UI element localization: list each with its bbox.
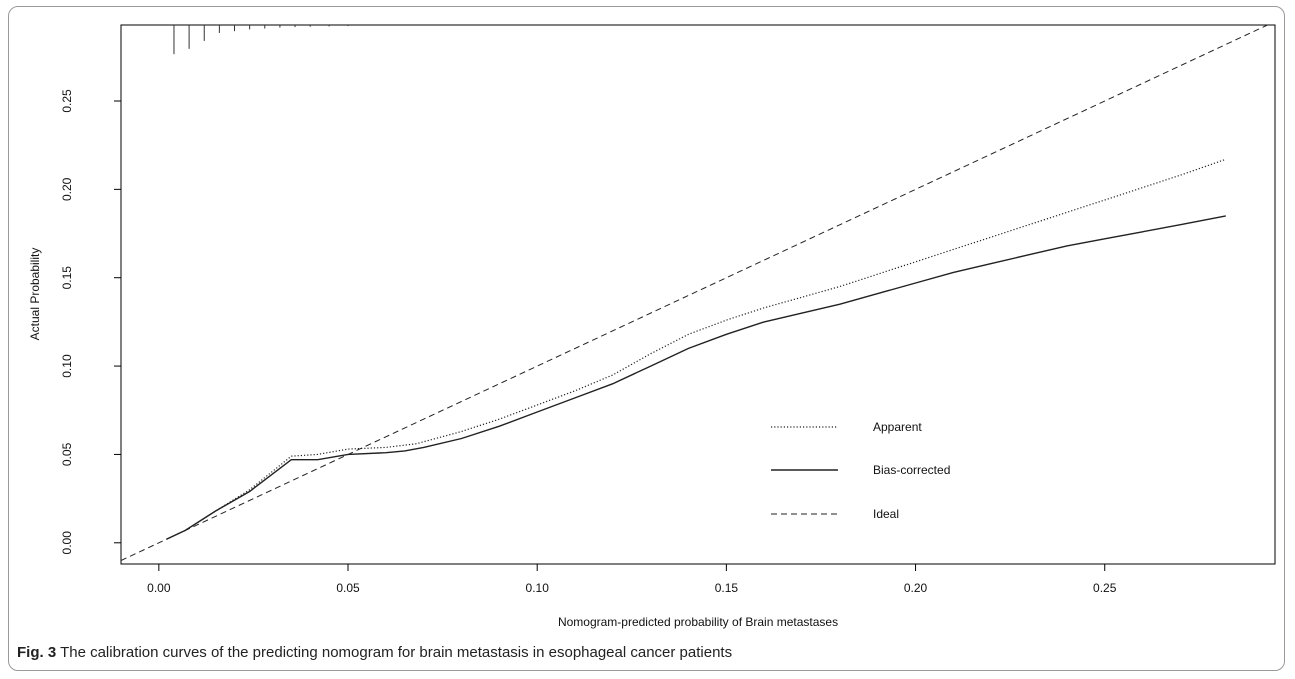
x-tick-label: 0.25: [1093, 581, 1117, 595]
x-tick-label: 0.00: [147, 581, 171, 595]
axis-ticks: 0.00 0.05 0.10 0.15 0.20 0.25 0.00 0.05 0.10 0.15…: [60, 89, 1117, 595]
caption-text: The calibration curves of the predicting…: [56, 644, 733, 661]
x-tick-label: 0.05: [336, 581, 360, 595]
y-tick-label: 0.10: [60, 354, 74, 378]
y-tick-label: 0.15: [60, 266, 74, 290]
x-tick-label: 0.20: [904, 581, 928, 595]
series-line-ideal: [121, 25, 1269, 561]
figure-label: Fig. 3: [17, 644, 57, 661]
plot-area-border: [120, 24, 1276, 565]
y-tick-label: 0.20: [60, 177, 74, 201]
x-tick-label: 0.15: [715, 581, 739, 595]
y-axis-label: Actual Probability: [28, 248, 42, 341]
legend-label-bias-corrected: Bias-corrected: [873, 463, 950, 477]
legend: Apparent Bias-corrected Ideal: [771, 420, 950, 521]
figure-caption: Fig. 3 The calibration curves of the pre…: [17, 644, 732, 661]
y-tick-label: 0.25: [60, 89, 74, 113]
x-axis-label: Nomogram-predicted probability of Brain …: [558, 615, 838, 629]
figure-frame: [8, 6, 1285, 671]
rug-marks: [173, 25, 349, 55]
series-lines: [121, 25, 1269, 561]
series-line-apparent: [166, 158, 1226, 540]
y-tick-label: 0.05: [60, 442, 74, 466]
legend-label-apparent: Apparent: [873, 420, 922, 434]
legend-label-ideal: Ideal: [873, 507, 899, 521]
y-tick-label: 0.00: [60, 531, 74, 555]
series-line-bias-corrected: [166, 215, 1226, 540]
x-tick-label: 0.10: [526, 581, 550, 595]
